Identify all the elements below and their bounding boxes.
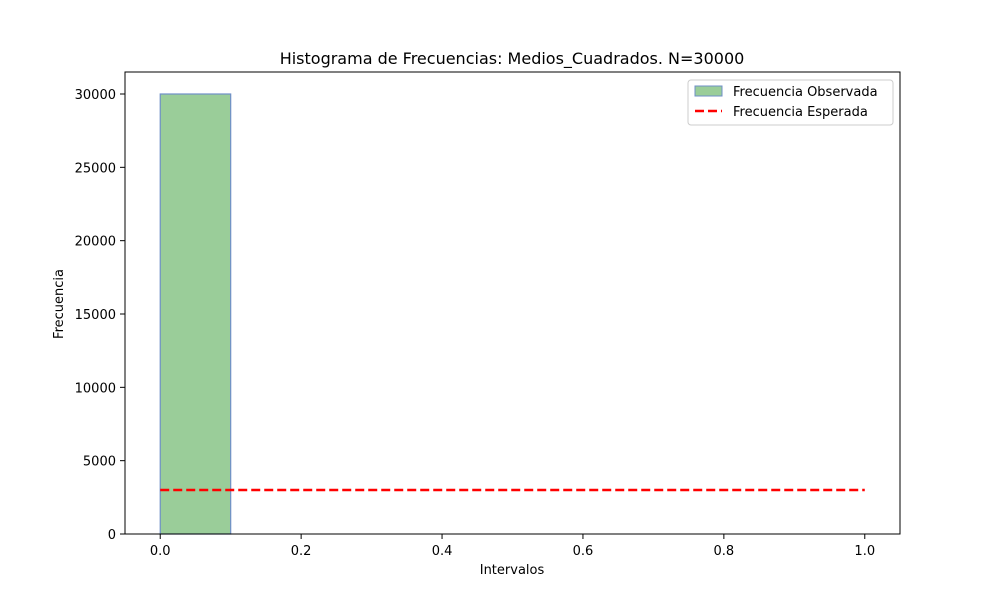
x-axis-label: Intervalos — [480, 563, 545, 578]
plot-area — [159, 93, 865, 535]
chart-title: Histograma de Frecuencias: Medios_Cuadra… — [280, 49, 745, 69]
x-tick-label: 0.8 — [714, 544, 735, 559]
x-tick-label: 0.6 — [573, 544, 594, 559]
y-tick-label: 30000 — [75, 88, 116, 103]
legend-label-expected: Frecuencia Esperada — [733, 105, 868, 120]
axes-frame — [124, 71, 901, 535]
y-axis-label: Frecuencia — [52, 269, 67, 339]
x-tick-label: 1.0 — [854, 544, 875, 559]
y-tick-label: 10000 — [75, 381, 116, 396]
x-tick-label: 0.2 — [291, 544, 312, 559]
histogram-bar-0 — [159, 93, 232, 535]
y-tick-label: 15000 — [75, 308, 116, 323]
x-tick-label: 0.4 — [432, 544, 453, 559]
y-tick-label: 0 — [108, 528, 116, 543]
axes: 0.0 0.2 0.4 0.6 0.8 1.0 0 5000 10000 15000 20000 25… — [75, 71, 901, 559]
legend-box — [687, 79, 894, 126]
y-tick-label: 5000 — [83, 455, 116, 470]
y-tick-label: 20000 — [75, 235, 116, 250]
y-tick-label: 25000 — [75, 161, 116, 176]
legend-label-observed: Frecuencia Observada — [733, 85, 878, 100]
legend: Frecuencia Observada Frecuencia Esperada — [687, 79, 894, 126]
x-tick-label: 0.0 — [150, 544, 171, 559]
legend-swatch-observed — [694, 85, 723, 97]
